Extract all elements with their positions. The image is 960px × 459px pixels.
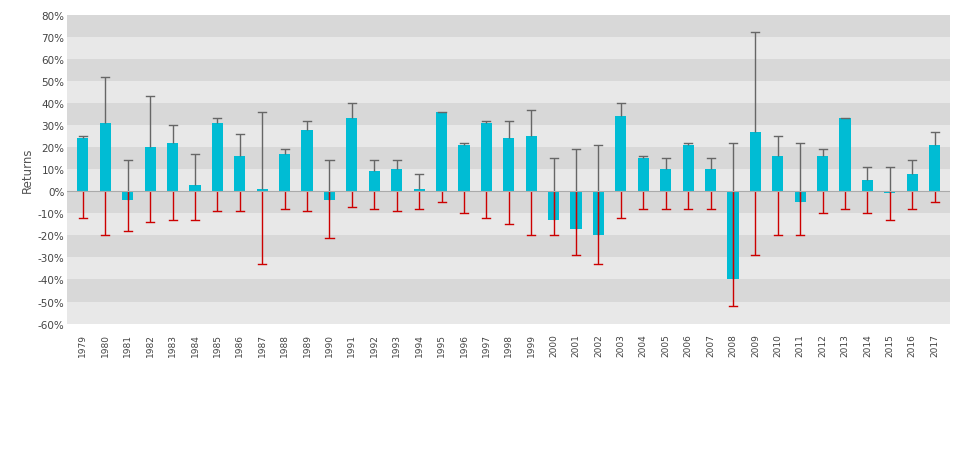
Bar <box>481 123 492 192</box>
Bar <box>189 185 201 192</box>
Bar <box>67 126 950 148</box>
Bar <box>637 159 649 192</box>
Bar <box>256 190 268 192</box>
Bar <box>67 104 950 126</box>
Bar <box>705 170 716 192</box>
Bar <box>369 172 380 192</box>
Bar <box>458 146 469 192</box>
Bar <box>728 192 738 280</box>
Bar <box>862 181 873 192</box>
Bar <box>570 192 582 229</box>
Bar <box>906 174 918 192</box>
Bar <box>929 146 940 192</box>
Bar <box>526 137 537 192</box>
Bar <box>67 280 950 302</box>
Bar <box>817 157 828 192</box>
Bar <box>750 132 761 192</box>
Bar <box>414 190 424 192</box>
Bar <box>122 192 133 201</box>
Bar <box>67 170 950 192</box>
Bar <box>660 170 671 192</box>
Bar <box>100 123 111 192</box>
Bar <box>324 192 335 201</box>
Bar <box>884 192 896 194</box>
Bar <box>839 119 851 192</box>
Bar <box>67 16 950 38</box>
Bar <box>795 192 805 203</box>
Bar <box>772 157 783 192</box>
Bar <box>503 139 515 192</box>
Bar <box>212 123 223 192</box>
Bar <box>593 192 604 236</box>
Bar <box>145 148 156 192</box>
Bar <box>67 258 950 280</box>
Bar <box>548 192 560 220</box>
Bar <box>67 38 950 60</box>
Bar <box>436 112 447 192</box>
Bar <box>167 143 179 192</box>
Bar <box>67 82 950 104</box>
Bar <box>391 170 402 192</box>
Bar <box>615 117 627 192</box>
Bar <box>78 139 88 192</box>
Bar <box>347 119 357 192</box>
Bar <box>67 236 950 258</box>
Y-axis label: Returns: Returns <box>20 147 34 192</box>
Bar <box>67 192 950 214</box>
Bar <box>67 60 950 82</box>
Bar <box>67 302 950 324</box>
Bar <box>234 157 246 192</box>
Bar <box>67 214 950 236</box>
Bar <box>67 148 950 170</box>
Bar <box>301 130 313 192</box>
Bar <box>279 154 290 192</box>
Bar <box>683 146 694 192</box>
